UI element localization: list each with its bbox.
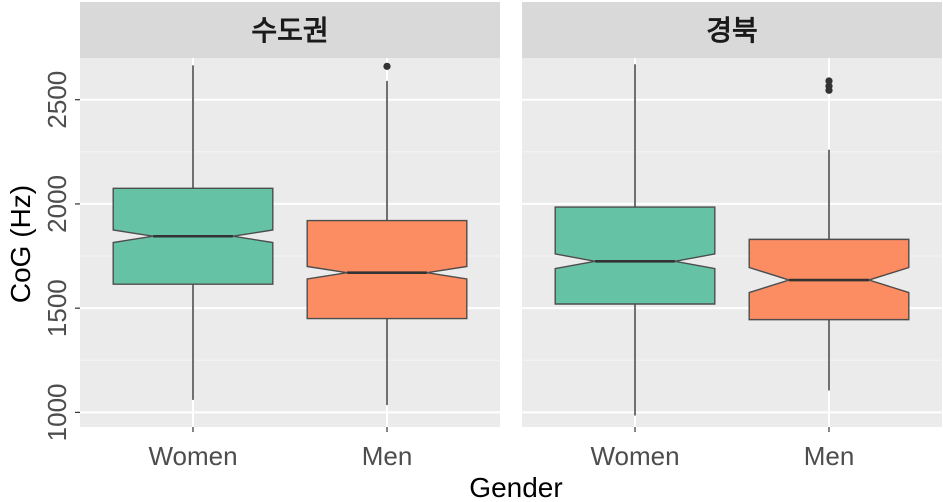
panel-1: 수도권	[80, 2, 500, 427]
panel-2: 경북	[522, 2, 942, 427]
facet-strip	[80, 2, 500, 58]
box-men	[748, 77, 910, 391]
box-women	[112, 65, 274, 400]
facet-strip	[522, 2, 942, 58]
facet-title: 경북	[706, 14, 758, 47]
y-tick-label: 1500	[42, 279, 72, 337]
x-tick-label: Men	[362, 441, 413, 471]
facet-title: 수도권	[251, 14, 328, 47]
y-tick-label: 2000	[42, 175, 72, 233]
outlier-point	[383, 62, 391, 70]
box-body	[306, 219, 468, 320]
y-tick-label: 1000	[42, 383, 72, 441]
x-axis-title: Gender	[469, 472, 562, 502]
box-men	[306, 62, 468, 406]
outlier-point	[825, 77, 833, 85]
x-tick-label: Men	[804, 441, 855, 471]
outlier-point	[825, 82, 833, 90]
y-tick-label: 2500	[42, 71, 72, 129]
box-body	[554, 206, 716, 305]
x-tick-label: Women	[148, 441, 237, 471]
box-women	[554, 64, 716, 416]
x-tick-label: Women	[590, 441, 679, 471]
y-axis-title: CoG (Hz)	[5, 185, 36, 303]
